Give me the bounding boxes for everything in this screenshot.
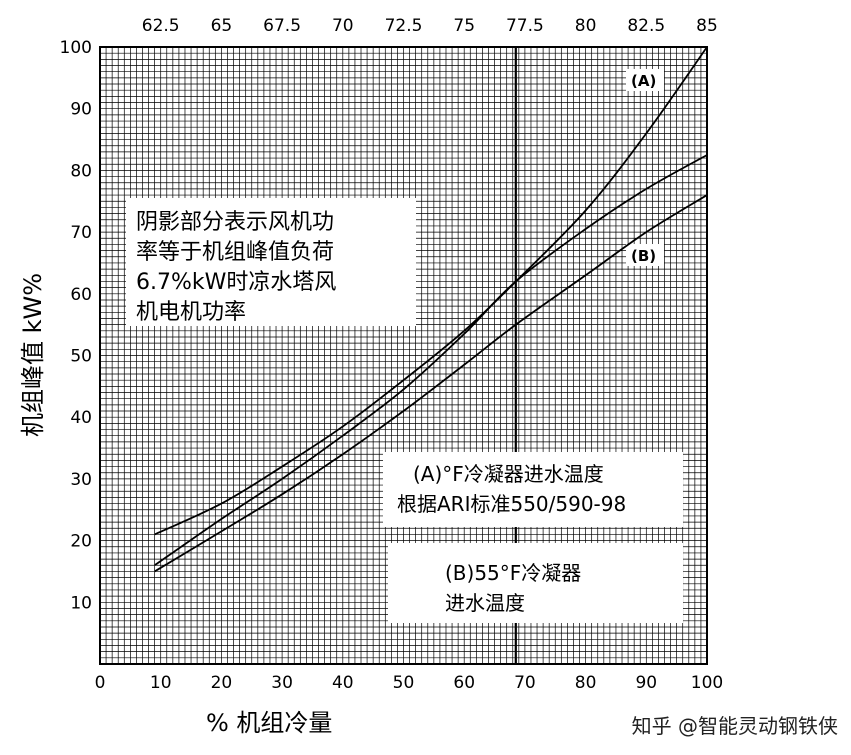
- note-shading-line: 率等于机组峰值负荷: [136, 240, 334, 265]
- x-tick-label: 90: [635, 673, 657, 693]
- top-tick-label: 75: [453, 16, 475, 36]
- note-shading-line: 机电机功率: [136, 300, 246, 325]
- note-a-line: 根据ARI标准550/590-98: [397, 492, 626, 516]
- top-tick-label: 65: [211, 16, 233, 36]
- x-tick-label: 30: [271, 673, 293, 693]
- top-tick-label: 82.5: [627, 16, 665, 36]
- note-b-line: 进水温度: [445, 591, 525, 615]
- note-box-a: [383, 452, 683, 527]
- note-box-b: [388, 543, 683, 623]
- y-tick-label: 30: [70, 470, 92, 490]
- x-tick-label: 0: [95, 673, 106, 693]
- x-tick-label: 100: [691, 673, 723, 693]
- series-layer: (A) (B): [154, 46, 708, 573]
- y-tick-label: 80: [70, 161, 92, 181]
- top-tick-label: 77.5: [506, 16, 544, 36]
- x-tick-label: 50: [393, 673, 415, 693]
- top-tick-label: 70: [332, 16, 354, 36]
- x-tick-label: 40: [332, 673, 354, 693]
- series-label-b: (B): [631, 247, 656, 265]
- top-tick-label: 80: [575, 16, 597, 36]
- notes-bg-layer: [126, 69, 683, 623]
- axis-layer: 0 10 20 30 40 50 60 70 80 90 100 10 20 30 40 50 60 70 80 90…: [19, 16, 723, 737]
- x-tick-label: 10: [150, 673, 172, 693]
- x-axis-title: % 机组冷量: [206, 709, 332, 737]
- x-tick-label: 20: [211, 673, 233, 693]
- top-tick-label: 67.5: [263, 16, 301, 36]
- y-tick-label: 90: [70, 100, 92, 120]
- note-shading-line: 6.7%kW时凉水塔风: [136, 270, 336, 295]
- plot-frame: [99, 46, 708, 665]
- note-b-line: (B)55°F冷凝器: [445, 561, 581, 585]
- series-label-a: (A): [631, 72, 656, 90]
- x-tick-label: 80: [575, 673, 597, 693]
- series-line-1: [154, 46, 708, 536]
- y-tick-label: 50: [70, 347, 92, 367]
- top-tick-label: 85: [696, 16, 718, 36]
- top-tick-label: 62.5: [142, 16, 180, 36]
- note-shading-line: 阴影部分表示风机功: [136, 210, 334, 235]
- y-tick-label: 10: [70, 593, 92, 613]
- x-tick-label: 70: [514, 673, 536, 693]
- y-tick-label: 20: [70, 532, 92, 552]
- y-tick-label: 40: [70, 408, 92, 428]
- y-axis-title: 机组峰值 kW%: [19, 273, 47, 437]
- watermark-text: 知乎 @智能灵动钢铁侠: [632, 714, 838, 738]
- series-line-3: [154, 194, 708, 573]
- note-box-shading: [126, 198, 416, 326]
- y-tick-label: 60: [70, 285, 92, 305]
- y-tick-label: 100: [60, 38, 92, 58]
- label-b-backer: [626, 244, 664, 266]
- note-a-line: (A)°F冷凝器进水温度: [413, 462, 604, 486]
- series-line-2: [154, 154, 708, 567]
- label-a-backer: [626, 69, 664, 91]
- top-tick-label: 72.5: [385, 16, 423, 36]
- y-tick-label: 70: [70, 223, 92, 243]
- x-tick-label: 60: [453, 673, 475, 693]
